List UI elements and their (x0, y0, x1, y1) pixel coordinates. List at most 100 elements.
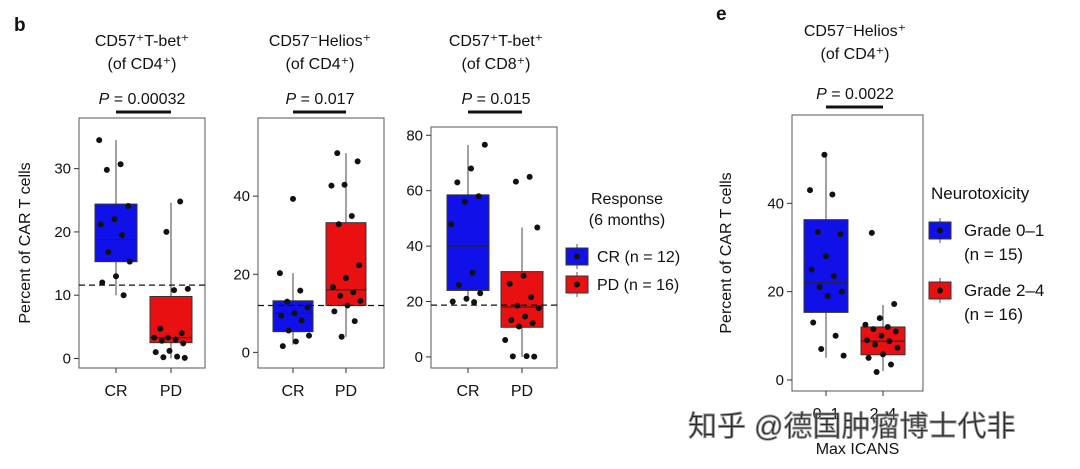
data-point (463, 295, 470, 302)
data-point (475, 193, 482, 200)
data-point (864, 337, 870, 344)
data-point (292, 338, 299, 345)
data-point (174, 353, 181, 360)
box-cr (94, 203, 138, 263)
legend-response-label: CR (n = 12) (597, 249, 680, 266)
data-point (111, 216, 118, 223)
data-point (348, 213, 355, 220)
chart-title-line2: (of CD4⁺) (821, 46, 890, 63)
data-point (356, 262, 363, 269)
data-point (180, 340, 187, 347)
data-point (171, 287, 178, 294)
x-category-label: PD (335, 383, 357, 400)
data-point (810, 319, 817, 326)
data-point (471, 299, 478, 306)
data-point (113, 273, 119, 280)
data-point (502, 337, 509, 344)
data-point (166, 347, 173, 354)
legend-neurotoxicity: Neurotoxicity Grade 0–1 (n = 15) Grade 2–4… (928, 184, 1044, 324)
y-tick-label: 40 (406, 238, 423, 255)
data-point (878, 332, 885, 339)
chart-title-line1: CD57⁺T-bet⁺ (449, 33, 543, 50)
x-category-label: CR (456, 383, 479, 400)
data-point (335, 221, 342, 228)
data-point (868, 229, 875, 236)
data-point (297, 287, 304, 294)
data-point (837, 231, 844, 238)
x-category-label: 2–4 (870, 406, 897, 423)
data-point (815, 229, 821, 236)
data-point (103, 166, 110, 173)
data-point (184, 285, 191, 292)
data-point (158, 337, 165, 344)
watermark-text: 知乎 @德国肿瘤博士代非 (688, 410, 1016, 443)
box-pd (500, 271, 544, 328)
y-tick-label: 20 (233, 266, 250, 283)
data-point (880, 351, 886, 358)
data-point (508, 317, 515, 324)
y-tick-label: 40 (767, 195, 784, 212)
data-point (343, 275, 349, 282)
legend-response-title-line1: Response (591, 191, 663, 208)
data-point (455, 281, 462, 288)
y-tick-label: 20 (767, 284, 784, 301)
data-point (119, 232, 126, 239)
data-point (528, 294, 535, 301)
data-point (816, 284, 823, 291)
chart-cd57-tbet-cd4: CD57⁺T-bet⁺ (of CD4⁺) P = 0.00032 0 10 20 30 Pe… (17, 33, 206, 400)
data-point (468, 165, 475, 172)
data-point (306, 332, 312, 339)
data-point (99, 279, 106, 286)
data-point (449, 298, 456, 305)
data-point (865, 354, 872, 361)
box-cr (446, 194, 490, 291)
data-point (535, 305, 542, 312)
y-axis-label: Percent of CAR T cells (718, 172, 735, 333)
legend-neurotoxicity-n: (n = 15) (964, 245, 1023, 264)
y-tick-label: 0 (776, 372, 784, 389)
y-tick-label: 20 (406, 294, 423, 311)
data-point (531, 353, 538, 360)
chart-cd57-tbet-cd8: CD57⁺T-bet⁺ (of CD8⁺) P = 0.015 0 20 40 60 80 CR… (406, 33, 558, 400)
data-point (477, 290, 484, 297)
y-tick-label: 0 (63, 351, 71, 368)
data-point (304, 304, 311, 311)
plot-frame (78, 117, 206, 369)
data-point (529, 320, 536, 327)
data-point (125, 202, 132, 209)
data-point (163, 228, 170, 235)
data-point (884, 323, 891, 330)
data-point (523, 353, 530, 360)
data-point (329, 284, 336, 291)
data-point (512, 178, 519, 185)
plot-frame (430, 126, 558, 369)
data-point (96, 137, 103, 144)
box-pd (149, 295, 193, 344)
legend-swatch-point (574, 281, 580, 288)
data-point (351, 318, 358, 325)
data-point (526, 173, 533, 180)
chart-title-line1: CD57⁺T-bet⁺ (95, 33, 189, 50)
data-point (862, 321, 869, 328)
chart-title-line2: (of CD4⁺) (286, 56, 355, 73)
y-tick-label: 30 (54, 161, 71, 178)
data-point (105, 249, 112, 256)
p-value-label: P = 0.0022 (816, 86, 894, 103)
x-category-label: CR (104, 383, 127, 400)
data-point (181, 354, 188, 361)
data-point (178, 330, 185, 337)
data-point (870, 326, 877, 333)
data-point (534, 224, 541, 231)
data-point (285, 327, 292, 334)
data-point (331, 308, 338, 315)
data-point (829, 191, 836, 198)
x-category-label: 0–1 (813, 406, 840, 423)
data-point (888, 361, 894, 368)
data-point (522, 313, 529, 320)
data-point (832, 332, 839, 339)
data-point (821, 151, 828, 158)
data-point (279, 343, 286, 350)
data-point (448, 221, 455, 228)
data-point (354, 158, 361, 165)
data-point (873, 369, 880, 376)
